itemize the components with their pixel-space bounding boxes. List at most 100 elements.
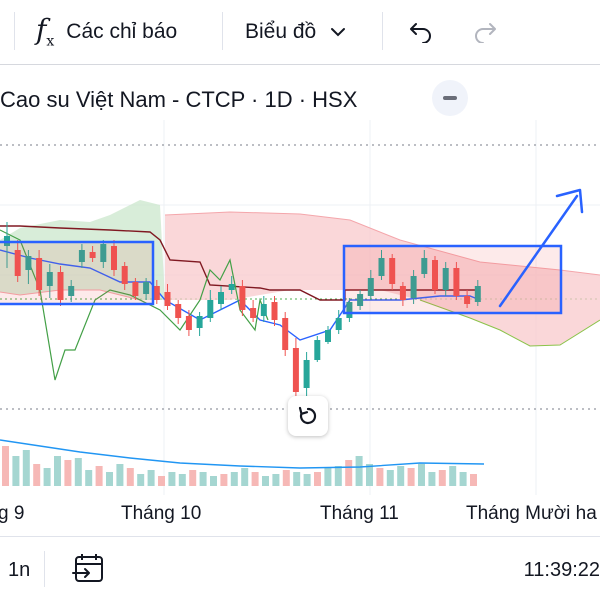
candle-body: [68, 286, 75, 296]
volume-bar: [262, 476, 269, 486]
candle-body: [367, 278, 374, 296]
time-axis-label: Tháng 11: [320, 503, 399, 524]
candle-body: [260, 304, 267, 316]
candle-body: [303, 360, 310, 388]
candle-body: [218, 292, 224, 304]
indicators-label: Các chỉ báo: [66, 20, 178, 43]
bottom-divider: [0, 536, 600, 537]
chart-toolbar: fx Các chỉ báo Biểu đồ: [0, 0, 600, 64]
candle-body: [357, 294, 364, 306]
candle-body: [474, 286, 481, 302]
chart-type-button[interactable]: Biểu đồ: [245, 0, 346, 64]
redo-button[interactable]: [472, 0, 498, 64]
candle-body: [378, 258, 385, 276]
symbol-legend[interactable]: Cao su Việt Nam - CTCP · 1D · HSX: [0, 80, 357, 120]
toolbar-separator: [14, 12, 15, 50]
candle-body: [132, 282, 139, 296]
redo-icon: [475, 23, 496, 43]
candle-body: [335, 318, 342, 330]
volume-bar: [355, 456, 363, 486]
candle-body: [325, 330, 331, 342]
collapse-legend-button[interactable]: [432, 80, 468, 116]
candle-body: [239, 286, 246, 310]
kijun-line: [0, 225, 480, 301]
drawing-annotations: [0, 188, 584, 315]
volume-bar: [178, 474, 186, 486]
candle-body: [143, 282, 150, 294]
volume-bar: [376, 468, 384, 486]
candle-body: [389, 258, 396, 284]
candle-body: [271, 302, 278, 320]
reset-chart-button[interactable]: [288, 396, 328, 436]
indicators-button[interactable]: fx Các chỉ báo: [36, 0, 177, 64]
candle-body: [36, 258, 43, 290]
undo-button[interactable]: [408, 0, 434, 64]
volume-bar: [54, 456, 61, 486]
candle-body: [185, 316, 192, 330]
candle-body: [410, 276, 417, 298]
candle-body: [442, 268, 449, 290]
volume-bar: [386, 470, 394, 486]
candle-body: [78, 250, 85, 262]
symbol-title: Cao su Việt Nam - CTCP · 1D · HSX: [0, 87, 358, 112]
candle-body: [111, 246, 117, 270]
volume-bar: [168, 472, 176, 486]
senkou-span-a-forward: [419, 299, 600, 347]
volume-bar: [137, 474, 145, 486]
volume-bar: [95, 466, 103, 486]
tenkan-line: [0, 249, 481, 341]
volume-bar: [43, 468, 51, 486]
breakout-arrow-head: [555, 188, 584, 214]
candle-body: [432, 260, 438, 290]
volume-bar: [272, 474, 280, 486]
volume-bar: [397, 466, 405, 486]
interval-button[interactable]: 1n: [8, 559, 31, 581]
volume-bar: [116, 464, 124, 486]
candle-body: [164, 292, 171, 306]
volume-bars: [0, 439, 485, 486]
candle-body: [250, 308, 257, 318]
volume-bar: [220, 474, 228, 486]
candle-body: [453, 268, 460, 296]
time-axis-label: Tháng Mười ha: [466, 503, 597, 524]
candle-body: [89, 252, 96, 258]
volume-bar: [428, 472, 436, 486]
volume-bar: [438, 470, 446, 486]
candle-body: [421, 258, 428, 274]
candle-body: [314, 340, 321, 360]
toolbar-separator: [222, 12, 223, 50]
toolbar-divider: [0, 64, 600, 65]
bottom-separator: [44, 551, 45, 587]
volume-bar: [324, 468, 332, 486]
volume-bar: [85, 470, 93, 486]
volume-bar: [22, 450, 30, 486]
go-to-date-icon[interactable]: [72, 553, 106, 585]
candle-body: [464, 296, 471, 304]
clock-display: 11:39:22: [523, 559, 600, 581]
candle-body: [153, 286, 160, 300]
candle-body: [46, 272, 53, 286]
volume-bar: [158, 476, 165, 486]
candle-body: [57, 272, 64, 300]
volume-bar: [470, 474, 477, 486]
range-box-left: [0, 240, 155, 306]
volume-bar: [407, 468, 415, 486]
chart-type-label: Biểu đồ: [245, 20, 317, 43]
volume-bar: [126, 468, 134, 486]
volume-bar: [189, 470, 197, 486]
bottom-bar: 1n 11:39:22: [0, 537, 600, 600]
candle-body: [207, 300, 214, 318]
toolbar-separator: [382, 12, 383, 50]
candle-body: [121, 266, 128, 284]
candle-body: [292, 348, 299, 392]
candle-body: [228, 284, 235, 290]
volume-bar: [314, 472, 321, 486]
candle-body: [346, 302, 353, 318]
volume-bar: [459, 472, 467, 486]
volume-bar: [303, 474, 311, 486]
volume-bar: [366, 464, 373, 486]
minus-icon: [443, 96, 457, 100]
volume-bar: [2, 446, 9, 486]
price-chart[interactable]: [0, 120, 600, 500]
volume-bar: [241, 468, 249, 486]
